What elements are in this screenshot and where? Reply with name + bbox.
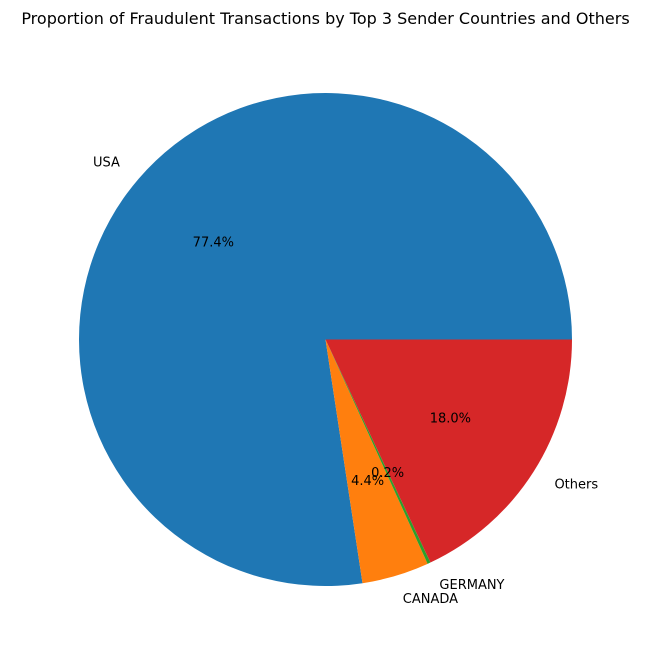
slice-label-others: Others <box>554 477 598 492</box>
slice-label-canada: CANADA <box>403 592 458 607</box>
pie-slices <box>79 92 573 586</box>
percent-label-others: 18.0% <box>430 411 471 426</box>
slice-label-germany: GERMANY <box>439 578 504 593</box>
pie-slice-canada <box>325 339 428 584</box>
percent-label-canada: 4.4% <box>351 474 384 489</box>
pie-slice-germany <box>325 339 431 564</box>
percent-label-germany: 0.2% <box>371 466 404 481</box>
percent-label-usa: 77.4% <box>193 236 234 251</box>
pie-labels: USA 77.4% CANADA 4.4% GERMANY 0.2% Others 18.0% <box>93 155 598 607</box>
pie-slice-others <box>325 339 572 563</box>
pie-slice-usa <box>79 92 573 586</box>
chart-title: Proportion of Fraudulent Transactions by… <box>21 9 629 28</box>
slice-label-usa: USA <box>93 155 120 170</box>
